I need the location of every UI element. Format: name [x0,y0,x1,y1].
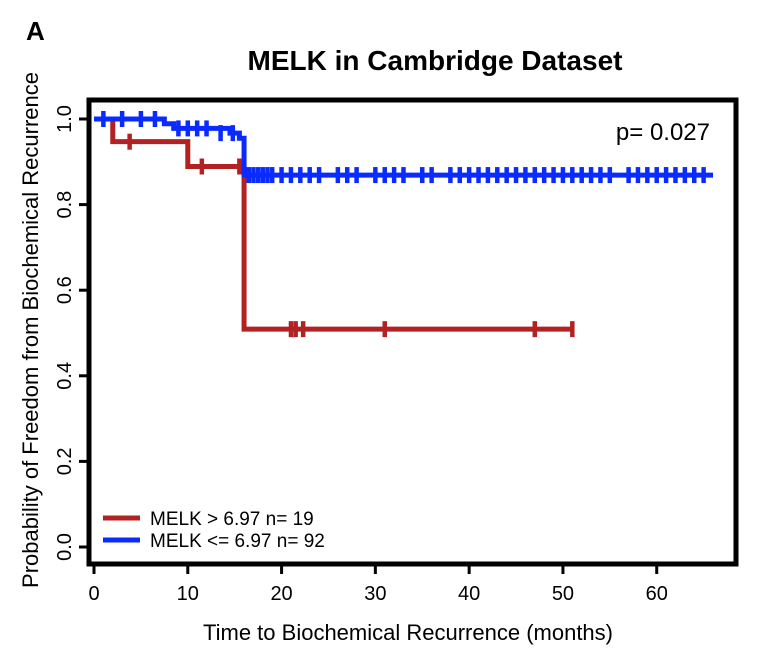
legend-label-1: MELK <= 6.97 n= 92 [150,531,325,552]
x-axis: 0 10 20 30 40 50 60 [88,566,668,605]
y-axis-label: Probability of Freedom from Biochemical … [18,72,43,588]
series-1-survival-curve [94,116,713,178]
x-tick-label: 30 [364,583,386,605]
chart-title: MELK in Cambridge Dataset [248,45,623,76]
x-tick-label: 10 [177,583,199,605]
x-tick-label: 60 [646,583,668,605]
x-tick-label: 0 [88,583,99,605]
y-tick-label: 0.8 [54,191,76,219]
x-axis-label: Time to Biochemical Recurrence (months) [203,620,613,645]
plot-area [94,111,713,338]
panel-letter: A [26,16,45,46]
p-value-annotation: p= 0.027 [616,119,710,146]
x-tick-label: 40 [458,583,480,605]
y-tick-label: 0.0 [54,533,76,561]
y-tick-label: 0.2 [54,447,76,475]
y-axis: 0.0 0.2 0.4 0.6 0.8 1.0 [54,105,87,561]
x-tick-label: 50 [552,583,574,605]
y-tick-label: 0.6 [54,276,76,304]
plot-frame [86,97,739,567]
series-0-survival-curve [94,116,573,332]
y-tick-label: 1.0 [54,105,76,133]
y-tick-label: 0.4 [54,362,76,390]
legend-label-0: MELK > 6.97 n= 19 [150,509,314,530]
x-tick-label: 20 [270,583,292,605]
